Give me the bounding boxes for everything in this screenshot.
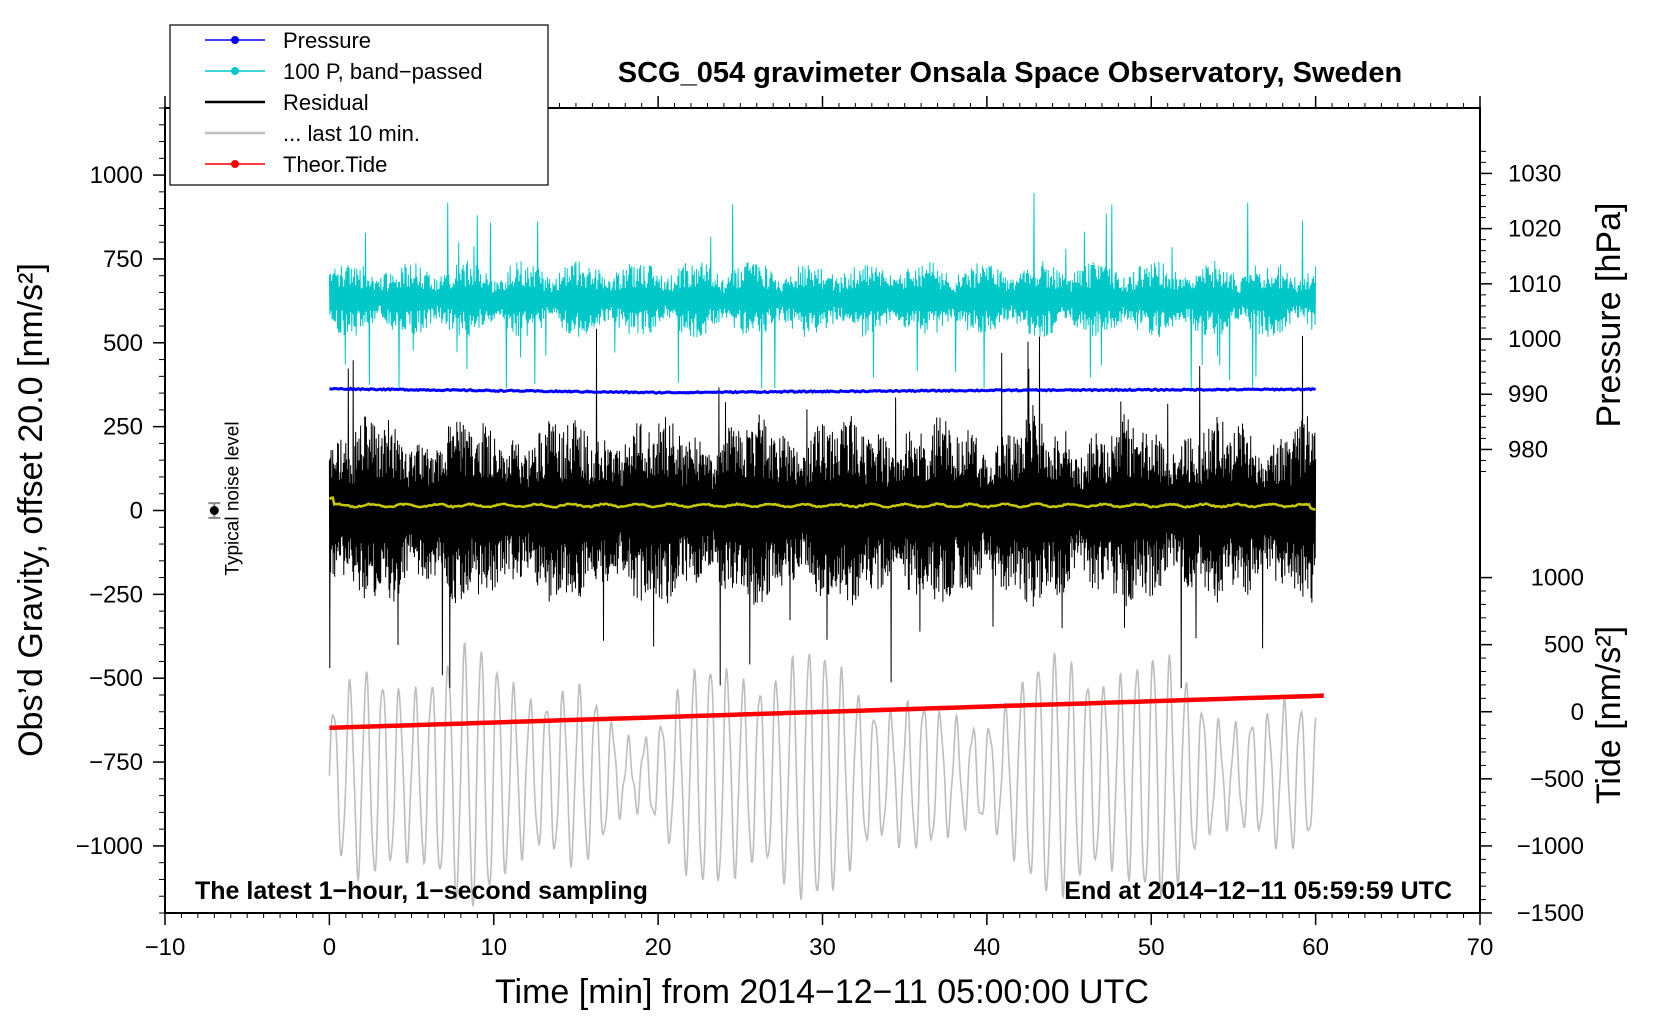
- legend-box: [169, 24, 549, 186]
- x-tick-label: 70: [1467, 934, 1494, 961]
- noise-marker: Typical noise level: [208, 421, 243, 576]
- legend-label: Theor.Tide: [283, 152, 387, 177]
- y-left-tick-label: −500: [89, 665, 143, 692]
- legend-swatch-marker: [231, 67, 239, 75]
- tide-tick-label: −500: [1530, 766, 1584, 793]
- x-tick-label: 40: [974, 934, 1001, 961]
- series-residual-mean: [328, 496, 1316, 511]
- y-axis-pressure-title: Pressure [hPa]: [1590, 203, 1628, 428]
- pressure-tick-label: 1010: [1508, 271, 1561, 298]
- annotation-sampling: The latest 1−hour, 1−second sampling: [195, 877, 648, 905]
- series-pressure-band-passed: [328, 192, 1317, 389]
- x-tick-label: −10: [145, 934, 186, 961]
- y-left-tick-label: 500: [103, 330, 143, 357]
- pressure-tick-label: 1030: [1508, 160, 1561, 187]
- x-tick-label: 20: [645, 934, 672, 961]
- annotation-end-time: End at 2014−12−11 05:59:59 UTC: [1064, 877, 1452, 905]
- y-axis-tide-title: Tide [nm/s²]: [1590, 626, 1628, 804]
- x-tick-label: 30: [809, 934, 836, 961]
- x-tick-label: 0: [323, 934, 336, 961]
- chart-title: SCG_054 gravimeter Onsala Space Observat…: [618, 57, 1402, 89]
- legend-label: Residual: [283, 90, 369, 115]
- y-axis-left-title: Obs’d Gravity, offset 20.0 [nm/s²]: [12, 263, 50, 757]
- tide-tick-label: 1000: [1531, 565, 1584, 592]
- series-last-10-min: [328, 641, 1317, 907]
- pressure-tick-label: 1020: [1508, 216, 1561, 243]
- noise-label: Typical noise level: [222, 421, 243, 575]
- noise-dot: [209, 506, 219, 515]
- tide-tick-label: 500: [1544, 632, 1584, 659]
- tide-tick-label: −1500: [1517, 900, 1584, 927]
- x-tick-label: 10: [480, 934, 507, 961]
- data-traces: [328, 192, 1324, 907]
- legend: Pressure 100 P, band−passed Residual ... la…: [169, 24, 549, 186]
- y-left-tick-label: 0: [130, 498, 143, 525]
- series-pressure: [329, 386, 1316, 395]
- pressure-tick-label: 980: [1508, 436, 1548, 463]
- legend-swatch-marker: [231, 36, 239, 44]
- x-axis-title: Time [min] from 2014−12−11 05:00:00 UTC: [495, 973, 1149, 1011]
- legend-label: Pressure: [283, 28, 371, 53]
- y-left-tick-label: 1000: [90, 162, 143, 189]
- y-left-tick-label: 250: [103, 414, 143, 441]
- series-residual: [328, 328, 1317, 689]
- y-left-tick-label: −1000: [76, 833, 143, 860]
- y-left-tick-label: 750: [103, 246, 143, 273]
- axis-ticks: −10 0 10 20 30 40 50 60 7010007505002500−250−500…: [76, 96, 1584, 961]
- tide-tick-label: 0: [1571, 699, 1584, 726]
- legend-label: ... last 10 min.: [283, 121, 420, 146]
- x-tick-label: 60: [1302, 934, 1329, 961]
- pressure-tick-label: 990: [1508, 381, 1548, 408]
- series-theoretical-tide: [329, 693, 1324, 731]
- pressure-tick-label: 1000: [1508, 326, 1561, 353]
- x-tick-label: 50: [1138, 934, 1165, 961]
- y-left-tick-label: −250: [89, 581, 143, 608]
- tide-tick-label: −1000: [1517, 833, 1584, 860]
- legend-swatch-marker: [231, 160, 239, 168]
- legend-label: 100 P, band−passed: [283, 59, 483, 84]
- y-left-tick-label: −750: [89, 749, 143, 776]
